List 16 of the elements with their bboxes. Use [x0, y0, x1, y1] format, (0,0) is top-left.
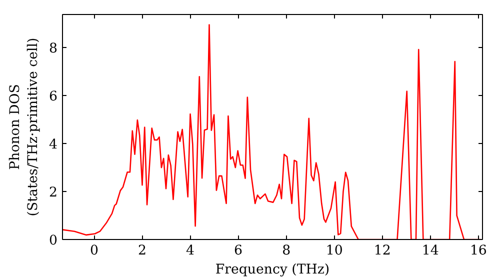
y-axis-title: Phonon DOS (States/THz·primitive cell): [8, 38, 42, 216]
x-tick-label: 10: [326, 244, 343, 258]
x-tick-label: 0: [90, 244, 98, 258]
y-tick-label: 8: [49, 42, 58, 57]
x-tick-label: 2: [138, 244, 146, 258]
x-tick-label: 16: [470, 244, 487, 258]
y-tick-label: 2: [49, 186, 58, 201]
x-tick-label: 14: [422, 244, 439, 258]
y-tick-label: 6: [49, 90, 58, 105]
x-tick-label: 4: [186, 244, 194, 258]
y-tick-label: 0: [49, 234, 58, 248]
x-tick-label: 8: [282, 244, 291, 258]
y-tick-label: 4: [49, 138, 58, 153]
x-tick-label: 12: [374, 244, 391, 258]
x-tick-label: 6: [234, 244, 243, 258]
x-axis-title: Frequency (THz): [215, 262, 330, 278]
